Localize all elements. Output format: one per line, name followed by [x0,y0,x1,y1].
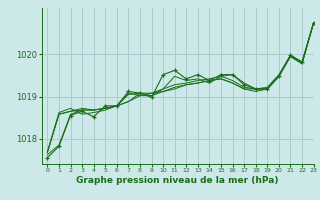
X-axis label: Graphe pression niveau de la mer (hPa): Graphe pression niveau de la mer (hPa) [76,176,279,185]
